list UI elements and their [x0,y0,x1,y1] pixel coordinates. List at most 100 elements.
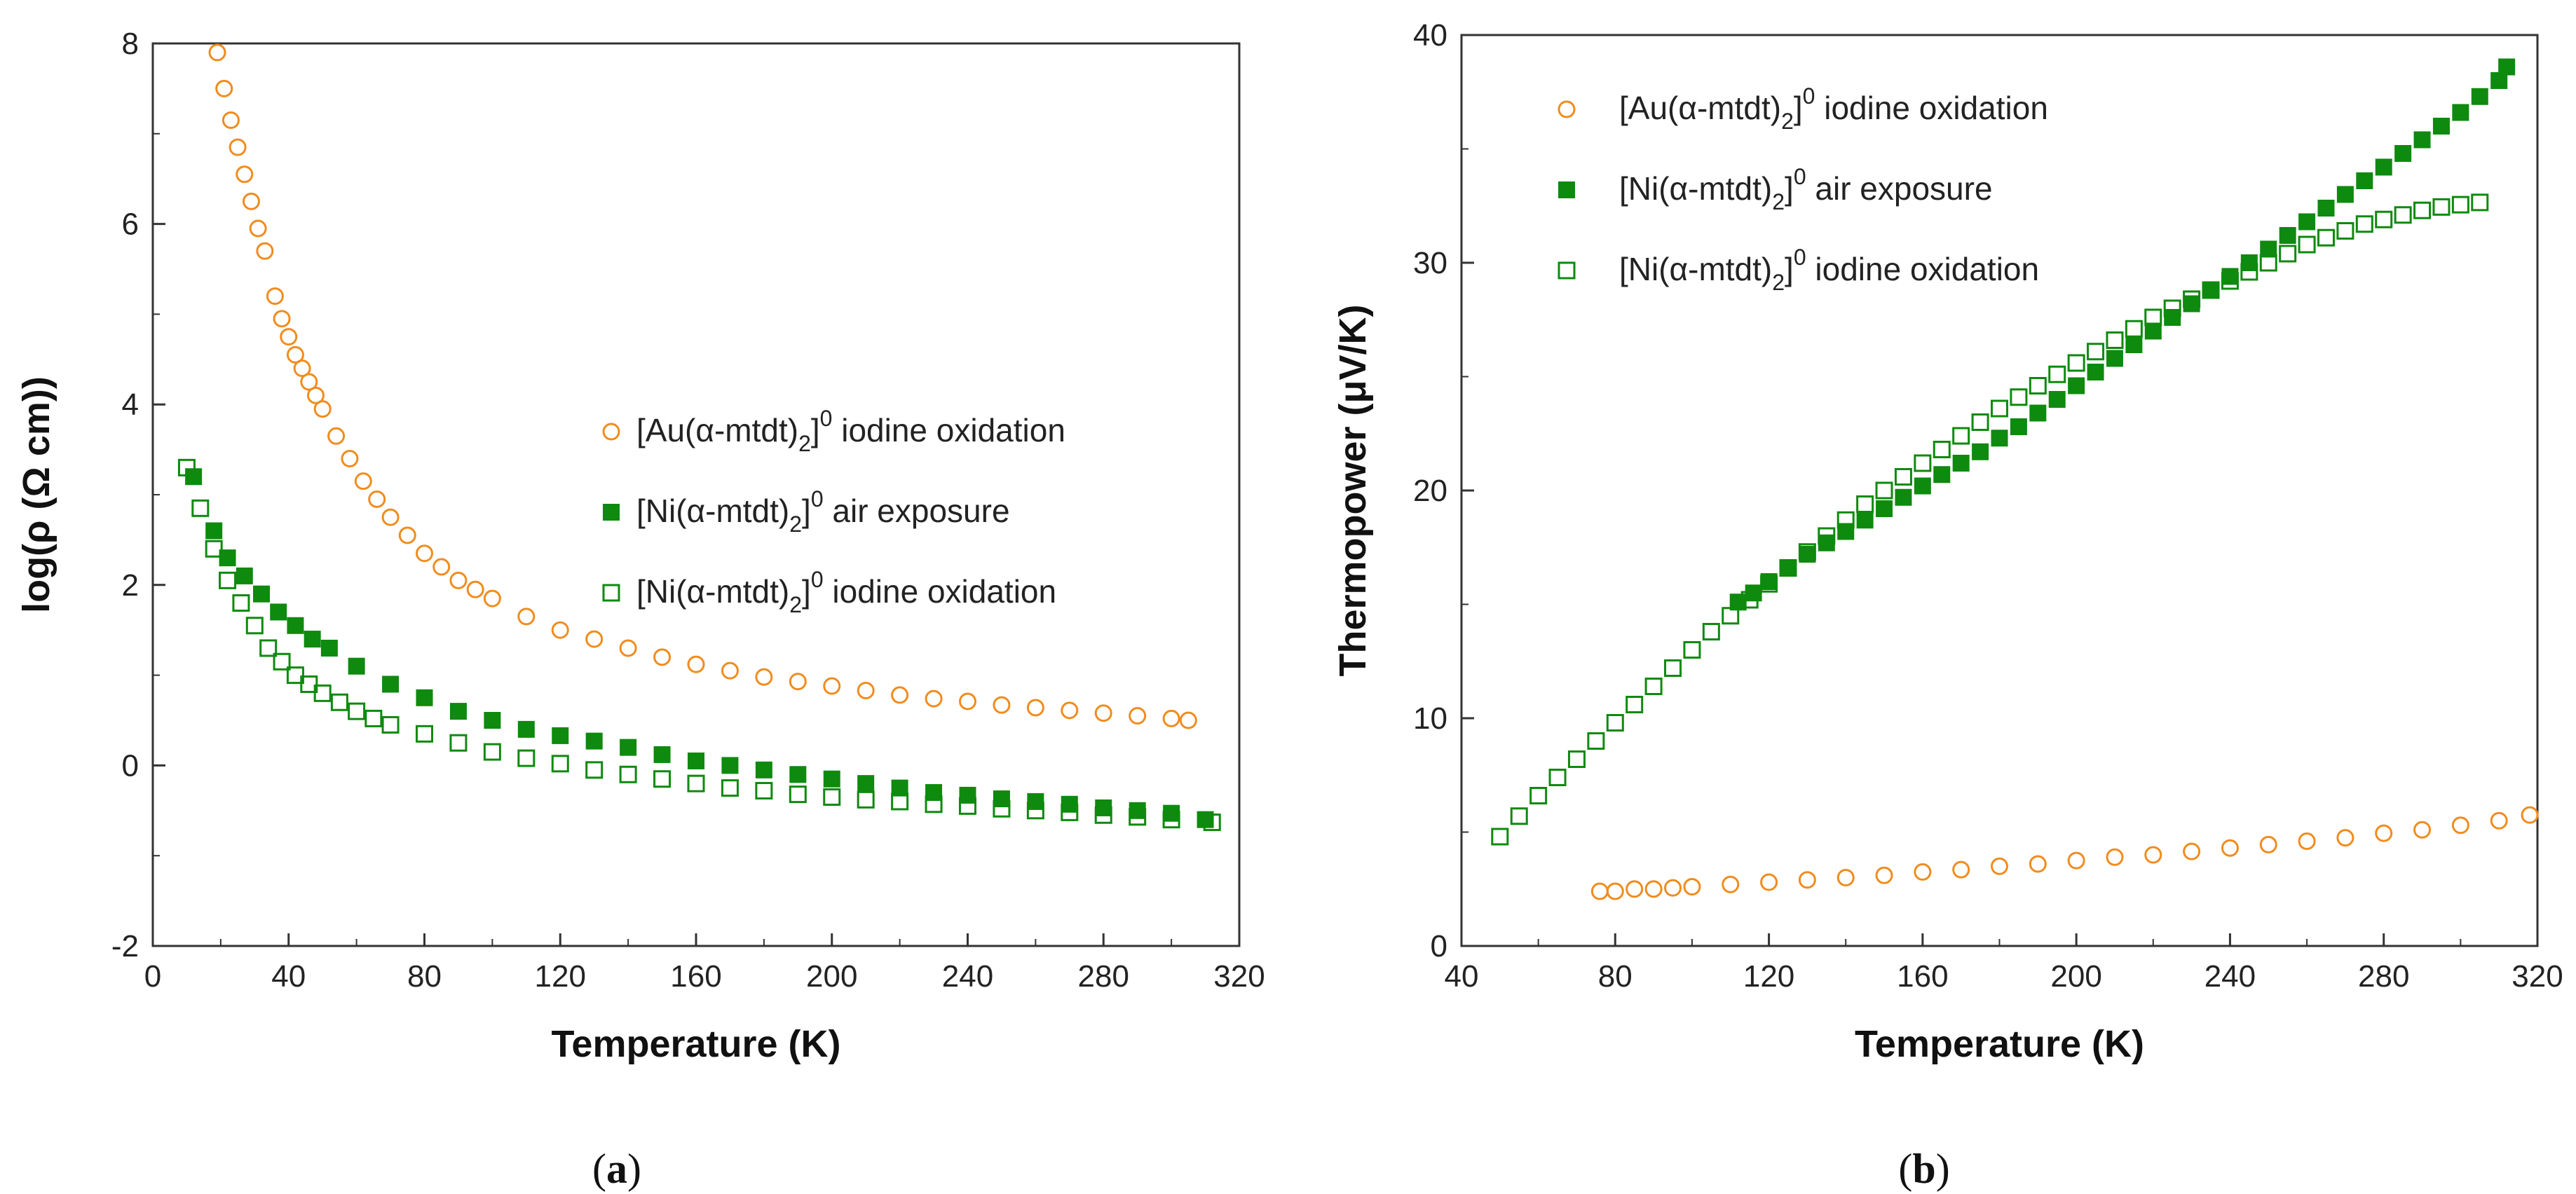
series-1 [1729,58,2516,611]
data-point [2259,835,2277,853]
data-point [232,594,250,612]
legend-label: [Ni(α-mtdt)2]0 iodine oxidation [636,567,1056,617]
legend-marker [1558,181,1575,198]
data-point [191,499,210,517]
data-point [1914,863,1932,881]
data-point [1933,441,1951,458]
data-point [236,165,254,184]
data-point [273,310,291,328]
data-point [2279,227,2296,244]
data-point [2413,131,2431,149]
data-point [2260,240,2277,258]
data-point [1664,659,1682,677]
data-point [789,673,807,691]
data-point [1683,878,1701,895]
y-axis-label: Thermopower (μV/K) [1332,304,1374,676]
y-tick-label: -2 [111,929,139,963]
y-tick-label: 0 [1431,929,1447,963]
data-point [2106,848,2124,866]
data-point [2163,299,2181,317]
data-point [1914,477,1931,495]
data-point [320,639,338,657]
data-point [891,779,908,797]
data-point [449,571,468,589]
data-point [551,755,569,773]
data-point [1626,880,1644,898]
data-point [1094,806,1112,824]
data-point [1683,641,1701,659]
data-point [891,686,909,704]
data-point [2125,336,2143,353]
data-point [327,427,346,445]
x-tick-label: 80 [407,959,442,994]
data-point [823,788,841,806]
data-point [1162,709,1180,727]
data-point [2413,201,2432,219]
data-point [2164,309,2181,326]
x-tick-label: 160 [670,959,721,994]
x-tick-label: 40 [271,959,306,994]
data-point [2048,391,2066,408]
data-point [2125,320,2143,338]
data-point [687,774,705,792]
data-point [1836,511,1855,529]
data-point [1971,413,1989,431]
x-tick-label: 120 [535,959,586,994]
data-point [585,761,604,779]
data-point [449,703,467,720]
data-point [245,617,264,635]
data-point [300,373,318,391]
data-point [483,589,501,608]
data-point [857,775,875,792]
data-point [266,287,284,306]
data-point [1875,481,1893,500]
data-point [293,359,311,378]
data-point [1026,699,1044,717]
x-tick-label: 160 [1897,959,1948,994]
data-point [2317,228,2335,247]
data-point [2144,846,2162,864]
data-point [721,757,739,774]
data-point [823,770,840,788]
series-0 [1590,806,2539,900]
data-point [1952,860,1970,879]
data-point [484,712,501,729]
data-point [2240,263,2258,281]
data-point [1061,803,1079,821]
data-point [2279,245,2297,263]
legend-label: [Au(α-mtdt)2]0 iodine oxidation [636,406,1065,456]
series-1 [185,468,1214,828]
y-tick-label: 40 [1413,18,1447,53]
data-point [300,675,318,693]
data-point [959,692,976,711]
legend-marker [602,423,620,441]
data-point [552,727,569,744]
data-point [2521,806,2539,824]
data-point [242,192,260,210]
x-tick-label: 280 [1078,959,1129,994]
data-point [1722,607,1740,625]
data-point [1952,427,1970,445]
data-point [381,508,400,526]
y-tick-label: 2 [122,568,139,603]
data-point [2451,195,2469,214]
data-point [1529,787,1548,804]
data-point [330,693,348,711]
data-point [1991,857,2008,875]
data-point [2336,829,2354,847]
y-tick-label: 6 [122,207,139,242]
data-point [2183,295,2200,313]
data-point [925,689,943,708]
data-point [1875,866,1893,884]
data-point [2144,308,2162,327]
data-point [1094,704,1112,722]
data-point [2029,377,2047,394]
x-axis-label: Temperature (K) [1855,1023,2144,1065]
data-point [256,242,274,260]
data-point [687,655,705,673]
data-point [2010,388,2028,406]
x-tick-label: 80 [1598,959,1633,994]
data-point [1779,559,1797,577]
data-point [215,79,233,97]
